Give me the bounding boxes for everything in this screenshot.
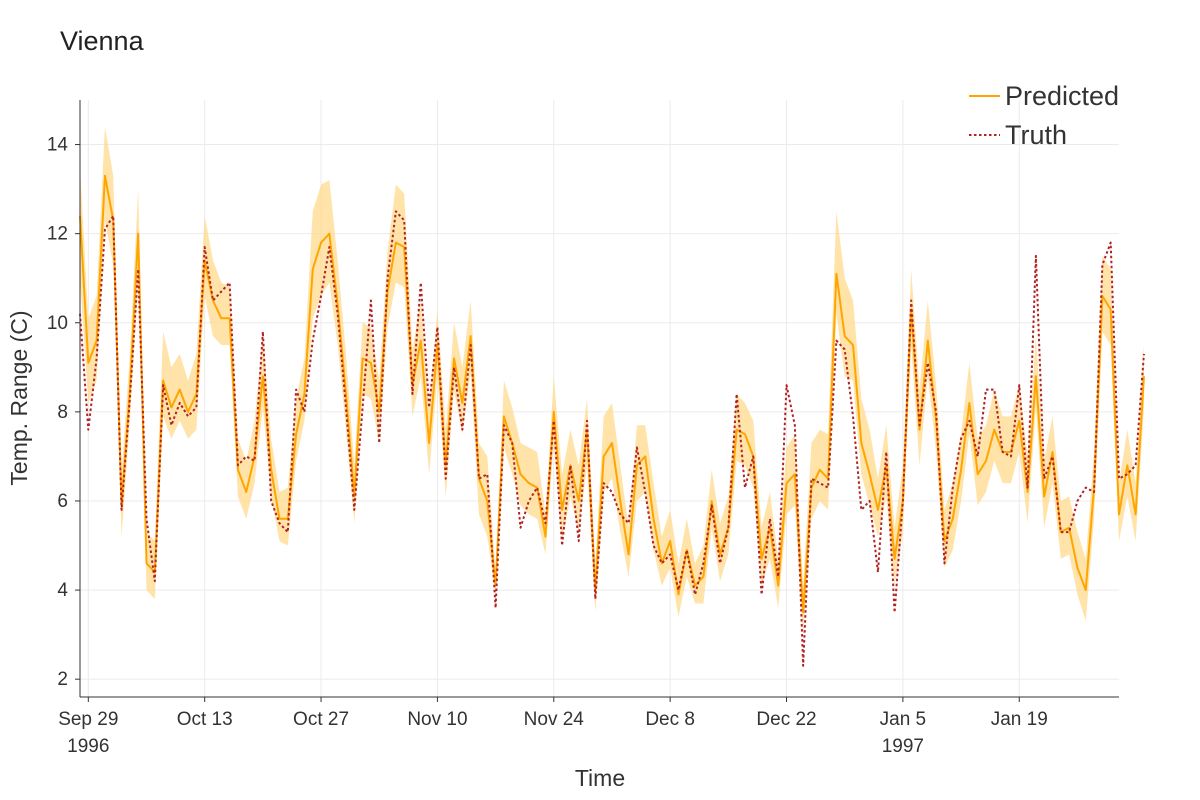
y-tick-label: 12 (47, 224, 68, 245)
legend-label-truth: Truth (1005, 120, 1067, 150)
y-tick-label: 6 (57, 491, 68, 512)
y-axis-label: Temp. Range (C) (6, 310, 32, 485)
x-tick-label: Sep 29 (58, 709, 118, 730)
predicted-line (79, 174, 1145, 614)
truth-line (79, 210, 1145, 667)
confidence-band (80, 126, 1144, 635)
x-axis-label: Time (575, 765, 625, 791)
x-ticks: Sep 29 1996 Oct 13 Oct 27 Nov 10 Nov 24 Dec 8 D… (58, 709, 1048, 757)
y-tick-label: 4 (57, 580, 68, 601)
x-tick-year-label: 1997 (882, 736, 924, 757)
series-lines (79, 174, 1145, 667)
grid (80, 100, 1119, 697)
y-tick-label: 14 (47, 135, 69, 156)
y-tick-label: 2 (57, 669, 68, 690)
legend: Predicted Truth (969, 81, 1119, 150)
x-tick-label: Jan 5 (880, 709, 926, 730)
x-tick-label: Dec 22 (756, 709, 816, 730)
axes (75, 100, 1119, 702)
x-tick-label: Oct 27 (293, 709, 349, 730)
x-tick-label: Nov 10 (407, 709, 467, 730)
y-tick-label: 10 (47, 313, 68, 334)
y-ticks: 2 4 6 8 10 12 14 (47, 135, 69, 691)
x-tick-label: Dec 8 (645, 709, 695, 730)
x-tick-label: Oct 13 (177, 709, 233, 730)
chart-title: Vienna (60, 26, 145, 56)
x-tick-label: Nov 24 (524, 709, 585, 730)
y-tick-label: 8 (57, 402, 68, 423)
x-tick-year-label: 1996 (67, 736, 109, 757)
x-tick-label: Jan 19 (991, 709, 1048, 730)
predicted-band (80, 126, 1144, 635)
legend-label-predicted: Predicted (1005, 81, 1119, 111)
